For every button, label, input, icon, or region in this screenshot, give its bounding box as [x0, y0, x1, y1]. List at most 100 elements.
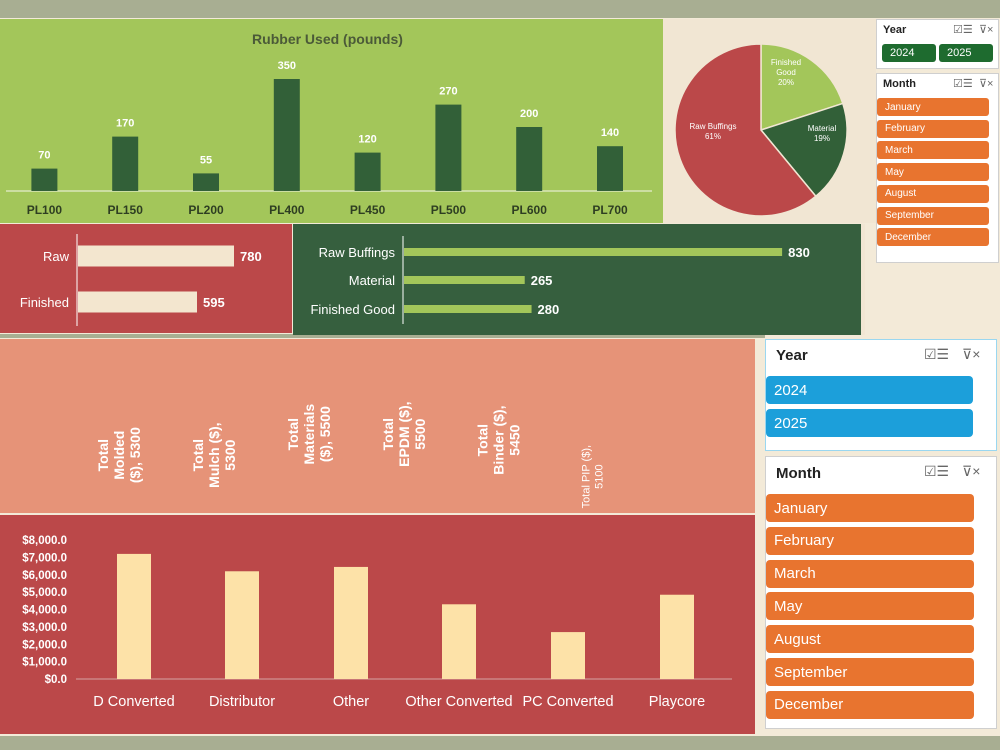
multi-select-icon[interactable]: ☑☰ [953, 78, 973, 90]
kpi-label: Total Molded ($), 5300 [94, 427, 144, 484]
slicer-item-august[interactable]: August [877, 184, 989, 203]
slicer-item-august[interactable]: August [766, 625, 974, 654]
slicer-item-may[interactable]: May [877, 163, 989, 182]
slicer-item-december[interactable]: December [877, 228, 989, 247]
bar [660, 594, 694, 679]
y-tick-label: $4,000.0 [22, 605, 67, 617]
category-label: Raw Buffings [319, 245, 396, 260]
slicer-item-2024[interactable]: 2024 [766, 376, 973, 404]
category-label: PL600 [512, 203, 548, 217]
clear-filter-icon[interactable]: ⊽× [979, 78, 994, 90]
clear-filter-icon[interactable]: ⊽× [979, 24, 994, 36]
data-label: 830 [788, 245, 810, 260]
y-tick-label: $0.0 [45, 674, 67, 686]
multi-select-icon[interactable]: ☑☰ [924, 346, 950, 362]
materials-svg: Raw Buffings 830 Material 265 Finished Good 2… [310, 236, 810, 324]
bar [404, 276, 525, 284]
bar [112, 136, 139, 191]
category-label: D Converted [93, 694, 174, 710]
chart-title: Rubber Used (pounds) [252, 31, 403, 47]
slice-percent: 20% [778, 78, 794, 87]
slicer-item-february[interactable]: February [766, 526, 974, 555]
year-slicer-small[interactable]: Year ☑☰ ⊽× 2024 2025 [876, 19, 999, 69]
slicer-item-september[interactable]: September [877, 206, 989, 225]
kpi-card-mulch[interactable]: Total Mulch ($), 5300 [177, 404, 251, 507]
kpi-card-binder[interactable]: Total Binder ($), 5450 [461, 373, 536, 507]
slicer-item-december[interactable]: December [766, 690, 974, 719]
bar [442, 604, 476, 679]
multi-select-icon[interactable]: ☑☰ [924, 463, 950, 479]
month-slicer-small[interactable]: Month ☑☰ ⊽× January February March May Augus… [876, 73, 999, 263]
bar [597, 146, 623, 191]
rubber-chart-svg: 70 PL100 170 PL150 55 PL200 350 PL400 120 PL450 27… [6, 60, 652, 217]
raw-finished-chart[interactable]: Raw 780 Finished 595 [0, 224, 292, 333]
category-label: Other Converted [405, 694, 512, 710]
slicer-item-2024[interactable]: 2024 [882, 44, 936, 62]
category-label: Playcore [649, 694, 705, 710]
slicer-item-march[interactable]: March [766, 559, 974, 588]
slicer-title: Year [776, 347, 808, 364]
kpi-label: Total EPDM ($), 5500 [379, 401, 429, 468]
kpi-label: Total Binder ($), 5450 [474, 405, 523, 475]
year-slicer-large[interactable]: Year ☑☰ ⊽× 2024 2025 [765, 339, 997, 451]
data-label: 170 [116, 118, 134, 130]
pie-slice [759, 102, 848, 198]
category-label: PL400 [269, 203, 305, 217]
slice-percent: 19% [814, 134, 830, 143]
multi-select-icon[interactable]: ☑☰ [953, 24, 973, 36]
data-label: 350 [278, 60, 296, 72]
slicer-item-march[interactable]: March [877, 141, 989, 160]
y-tick-label: $5,000.0 [22, 587, 67, 599]
slicer-item-2025[interactable]: 2025 [939, 44, 993, 62]
data-label: 140 [601, 127, 619, 139]
clear-filter-icon[interactable]: ⊽× [962, 463, 981, 479]
kpi-label: Total Materials ($), 5500 [284, 404, 334, 465]
divider [861, 224, 865, 335]
kpi-card-pip[interactable]: Total PIP ($), 5100 [556, 445, 630, 508]
slice-label: Material [808, 124, 837, 133]
pie-slice [674, 43, 817, 217]
bar [435, 104, 462, 191]
bar [334, 566, 368, 679]
materials-chart[interactable]: Raw Buffings 830 Material 265 Finished Good 2… [293, 224, 861, 335]
bar [31, 168, 58, 191]
y-tick-label: $6,000.0 [22, 570, 67, 582]
slicer-item-may[interactable]: May [766, 592, 974, 621]
month-slicer-large[interactable]: Month ☑☰ ⊽× January February March May Augus… [765, 456, 997, 729]
slice-label: Raw Buffings [690, 122, 737, 131]
clear-filter-icon[interactable]: ⊽× [962, 346, 981, 362]
bar [193, 173, 219, 191]
pie-chart-area[interactable]: Finished Good 20% Material 19% Raw Buffings 61… [663, 19, 876, 223]
slicer-item-february[interactable]: February [877, 119, 989, 138]
category-label: Other [333, 694, 369, 710]
top-strip [0, 0, 1000, 18]
bar [225, 571, 259, 679]
rubber-used-chart[interactable]: Rubber Used (pounds) 70 PL100 170 PL150 55 PL… [0, 19, 663, 223]
data-label: 120 [358, 134, 376, 146]
slicer-item-2025[interactable]: 2025 [766, 409, 973, 437]
slicer-title: Month [776, 465, 821, 482]
kpi-card-epdm[interactable]: Total EPDM ($), 5500 [367, 362, 441, 507]
sales-chart[interactable]: $8,000.0 $7,000.0 $6,000.0 $5,000.0 $4,000.0… [0, 515, 755, 734]
data-label: 55 [200, 154, 212, 166]
slicer-item-september[interactable]: September [766, 658, 974, 686]
bar [354, 152, 381, 191]
kpi-label: Total Mulch ($), 5300 [189, 422, 239, 489]
category-label: PL200 [188, 203, 224, 217]
kpi-card-materials[interactable]: Total Materials ($), 5500 [272, 362, 346, 507]
slicer-item-january[interactable]: January [877, 98, 989, 116]
bar [78, 245, 234, 267]
slice-label: Finished Good [771, 58, 801, 77]
bar [404, 248, 783, 256]
category-label: PL450 [350, 203, 386, 217]
slicer-title: Year [883, 24, 907, 36]
kpi-card-molded[interactable]: Total Molded ($), 5300 [82, 404, 156, 507]
bar [273, 79, 300, 191]
kpi-label: Total PIP ($), 5100 [580, 444, 605, 509]
category-label: Material [349, 273, 395, 288]
y-tick-label: $2,000.0 [22, 639, 67, 651]
y-tick-label: $8,000.0 [22, 535, 67, 547]
category-label: PL500 [431, 203, 467, 217]
y-tick-label: $3,000.0 [22, 622, 67, 634]
slicer-item-january[interactable]: January [766, 494, 974, 522]
